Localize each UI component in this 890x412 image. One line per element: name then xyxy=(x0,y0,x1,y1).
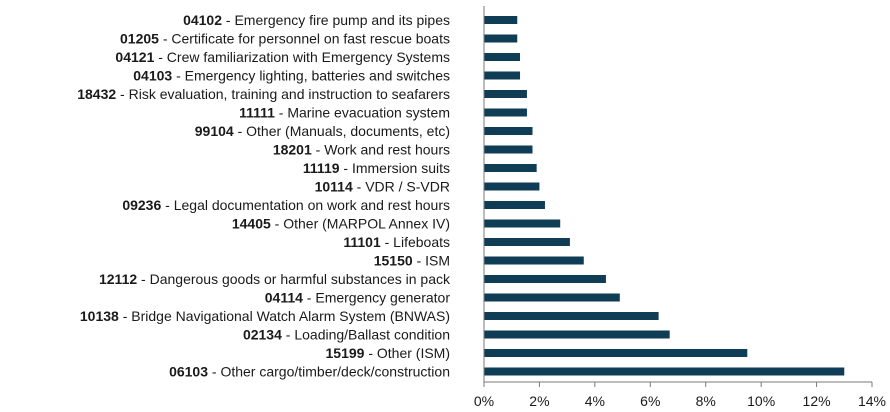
category-code: 11101 xyxy=(343,234,381,250)
category-label-18432: 18432 - Risk evaluation, training and in… xyxy=(77,86,450,102)
category-code: 15150 xyxy=(374,253,413,269)
x-tick-label-2: 2% xyxy=(529,393,549,409)
category-label-06103: 06103 - Other cargo/timber/deck/construc… xyxy=(169,364,450,380)
x-tick-label-4: 4% xyxy=(585,393,605,409)
category-label-10138: 10138 - Bridge Navigational Watch Alarm … xyxy=(80,308,450,324)
category-code: 04103 xyxy=(133,68,172,84)
bar-09236 xyxy=(484,201,545,209)
bar-15150 xyxy=(484,256,584,265)
category-label-11101: 11101 - Lifeboats xyxy=(343,234,450,250)
category-name: - Risk evaluation, training and instruct… xyxy=(116,86,450,102)
category-name: - Other (MARPOL Annex IV) xyxy=(271,216,450,232)
x-tick-label-6: 6% xyxy=(640,393,660,409)
bar-06103 xyxy=(484,367,845,376)
category-label-04103: 04103 - Emergency lighting, batteries an… xyxy=(133,68,450,84)
category-name: - Work and rest hours xyxy=(312,142,450,158)
category-label-12112: 12112 - Dangerous goods or harmful subst… xyxy=(99,271,451,287)
bars xyxy=(484,16,845,376)
bar-04103 xyxy=(484,71,521,80)
category-label-09236: 09236 - Legal documentation on work and … xyxy=(122,197,450,213)
x-axis: 0% 2% 4% 6% 8% 10% 12% 14% xyxy=(474,6,886,409)
bar-04114 xyxy=(484,293,620,302)
bar-04121 xyxy=(484,53,521,61)
category-label-99104: 99104 - Other (Manuals, documents, etc) xyxy=(195,123,450,139)
category-code: 10114 xyxy=(315,179,353,195)
category-name: - Other (ISM) xyxy=(364,345,450,361)
category-name: - Dangerous goods or harmful substances … xyxy=(137,271,451,287)
category-code: 06103 xyxy=(169,364,208,380)
category-code: 99104 xyxy=(195,123,234,139)
category-label-10114: 10114 - VDR / S-VDR xyxy=(315,179,450,195)
category-label-14405: 14405 - Other (MARPOL Annex IV) xyxy=(232,216,450,232)
category-name: - Other cargo/timber/deck/construction xyxy=(208,364,450,380)
category-code: 11111 xyxy=(239,105,275,121)
bar-10114 xyxy=(484,182,540,191)
category-name: - Immersion suits xyxy=(340,160,450,176)
category-name: - Bridge Navigational Watch Alarm System… xyxy=(119,308,450,324)
x-tick-label-8: 8% xyxy=(696,393,716,409)
x-tick-label-14: 14% xyxy=(858,393,886,409)
category-code: 15199 xyxy=(326,345,365,361)
category-code: 04102 xyxy=(183,12,222,28)
bar-11119 xyxy=(484,164,537,172)
category-label-01205: 01205 - Certificate for personnel on fas… xyxy=(120,31,450,47)
x-tick-label-12: 12% xyxy=(803,393,831,409)
category-label-11119: 11119 - Immersion suits xyxy=(303,160,450,176)
bar-18432 xyxy=(484,90,527,98)
bar-18201 xyxy=(484,145,533,154)
category-name: - Crew familiarization with Emergency Sy… xyxy=(154,49,450,65)
x-tick-label-0: 0% xyxy=(474,393,494,409)
category-code: 09236 xyxy=(122,197,161,213)
category-label-15150: 15150 - ISM xyxy=(374,253,450,269)
category-code: 14405 xyxy=(232,216,271,232)
category-name: - Emergency generator xyxy=(303,290,450,306)
category-name: - Other (Manuals, documents, etc) xyxy=(234,123,450,139)
category-label-15199: 15199 - Other (ISM) xyxy=(326,345,451,361)
category-code: 12112 xyxy=(99,271,137,287)
bar-04102 xyxy=(484,16,518,24)
category-label-18201: 18201 - Work and rest hours xyxy=(273,142,450,158)
category-code: 18432 xyxy=(77,86,116,102)
bar-11101 xyxy=(484,238,570,246)
category-code: 04121 xyxy=(115,49,154,65)
category-label-02134: 02134 - Loading/Ballast condition xyxy=(243,327,450,343)
category-code: 04114 xyxy=(265,290,303,306)
category-label-11111: 11111 - Marine evacuation system xyxy=(239,105,450,121)
bar-99104 xyxy=(484,127,533,135)
category-code: 18201 xyxy=(273,142,312,158)
category-code: 02134 xyxy=(243,327,282,343)
category-name: - Lifeboats xyxy=(381,234,450,250)
bar-12112 xyxy=(484,275,606,283)
bar-15199 xyxy=(484,349,748,357)
category-label-04114: 04114 - Emergency generator xyxy=(265,290,451,306)
bar-11111 xyxy=(484,108,527,117)
category-label-04121: 04121 - Crew familiarization with Emerge… xyxy=(115,49,450,65)
category-code: 01205 xyxy=(120,31,159,47)
bar-10138 xyxy=(484,312,659,320)
category-code: 11119 xyxy=(303,160,340,176)
category-name: - Marine evacuation system xyxy=(275,105,450,121)
category-label-04102: 04102 - Emergency fire pump and its pipe… xyxy=(183,12,450,28)
category-name: - Legal documentation on work and rest h… xyxy=(161,197,450,213)
bar-14405 xyxy=(484,219,561,228)
category-name: - VDR / S-VDR xyxy=(353,179,450,195)
category-name: - Emergency fire pump and its pipes xyxy=(222,12,450,28)
x-tick-label-10: 10% xyxy=(747,393,775,409)
bar-02134 xyxy=(484,330,670,339)
bar-01205 xyxy=(484,34,518,43)
category-code: 10138 xyxy=(80,308,119,324)
category-name: - ISM xyxy=(413,253,450,269)
category-labels: 04102 - Emergency fire pump and its pipe… xyxy=(77,12,451,380)
category-name: - Loading/Ballast condition xyxy=(282,327,450,343)
category-name: - Certificate for personnel on fast resc… xyxy=(159,31,450,47)
category-name: - Emergency lighting, batteries and swit… xyxy=(172,68,450,84)
